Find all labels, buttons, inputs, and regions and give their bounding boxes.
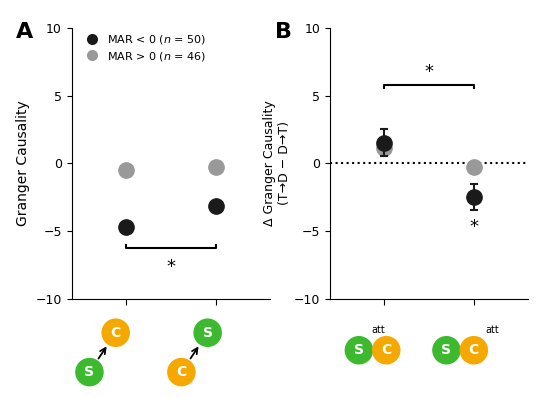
Text: *: * — [470, 218, 478, 236]
Text: att: att — [371, 325, 384, 336]
Text: att: att — [486, 325, 499, 336]
Text: *: * — [425, 62, 433, 81]
Text: C: C — [381, 343, 392, 357]
Text: S: S — [354, 343, 364, 357]
Circle shape — [168, 359, 195, 386]
Text: A: A — [16, 22, 34, 43]
Y-axis label: Granger Causality: Granger Causality — [16, 100, 30, 226]
Text: C: C — [176, 365, 186, 379]
Y-axis label: Δ Granger Causality
(T→D − D→T): Δ Granger Causality (T→D − D→T) — [263, 100, 291, 226]
Circle shape — [345, 337, 372, 364]
Text: C: C — [111, 326, 121, 340]
Text: B: B — [274, 22, 292, 43]
Legend: MAR < 0 ($n$ = 50), MAR > 0 ($n$ = 46): MAR < 0 ($n$ = 50), MAR > 0 ($n$ = 46) — [81, 33, 206, 63]
Text: C: C — [469, 343, 479, 357]
Circle shape — [194, 319, 221, 346]
Text: *: * — [166, 258, 175, 276]
Circle shape — [433, 337, 460, 364]
Circle shape — [373, 337, 400, 364]
Circle shape — [460, 337, 487, 364]
Text: S: S — [202, 326, 213, 340]
Circle shape — [76, 359, 103, 386]
Circle shape — [102, 319, 129, 346]
Text: S: S — [85, 365, 95, 379]
Text: S: S — [442, 343, 452, 357]
